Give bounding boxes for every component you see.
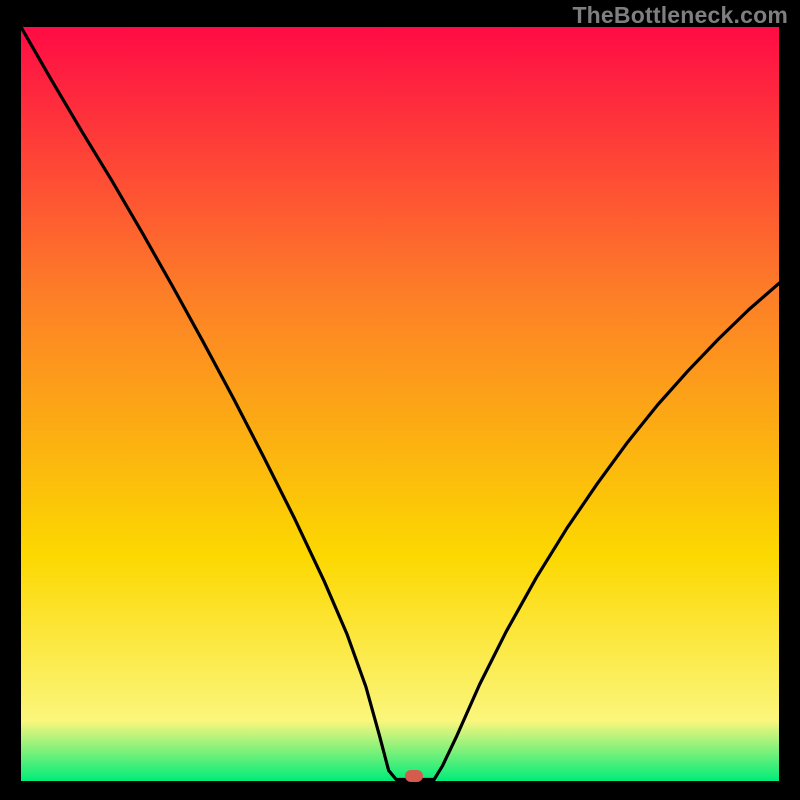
bottleneck-curve [21,27,779,779]
watermark-text: TheBottleneck.com [572,2,788,29]
chart-plot-area [21,27,779,781]
optimum-marker [405,770,423,782]
chart-svg-layer [21,27,779,781]
